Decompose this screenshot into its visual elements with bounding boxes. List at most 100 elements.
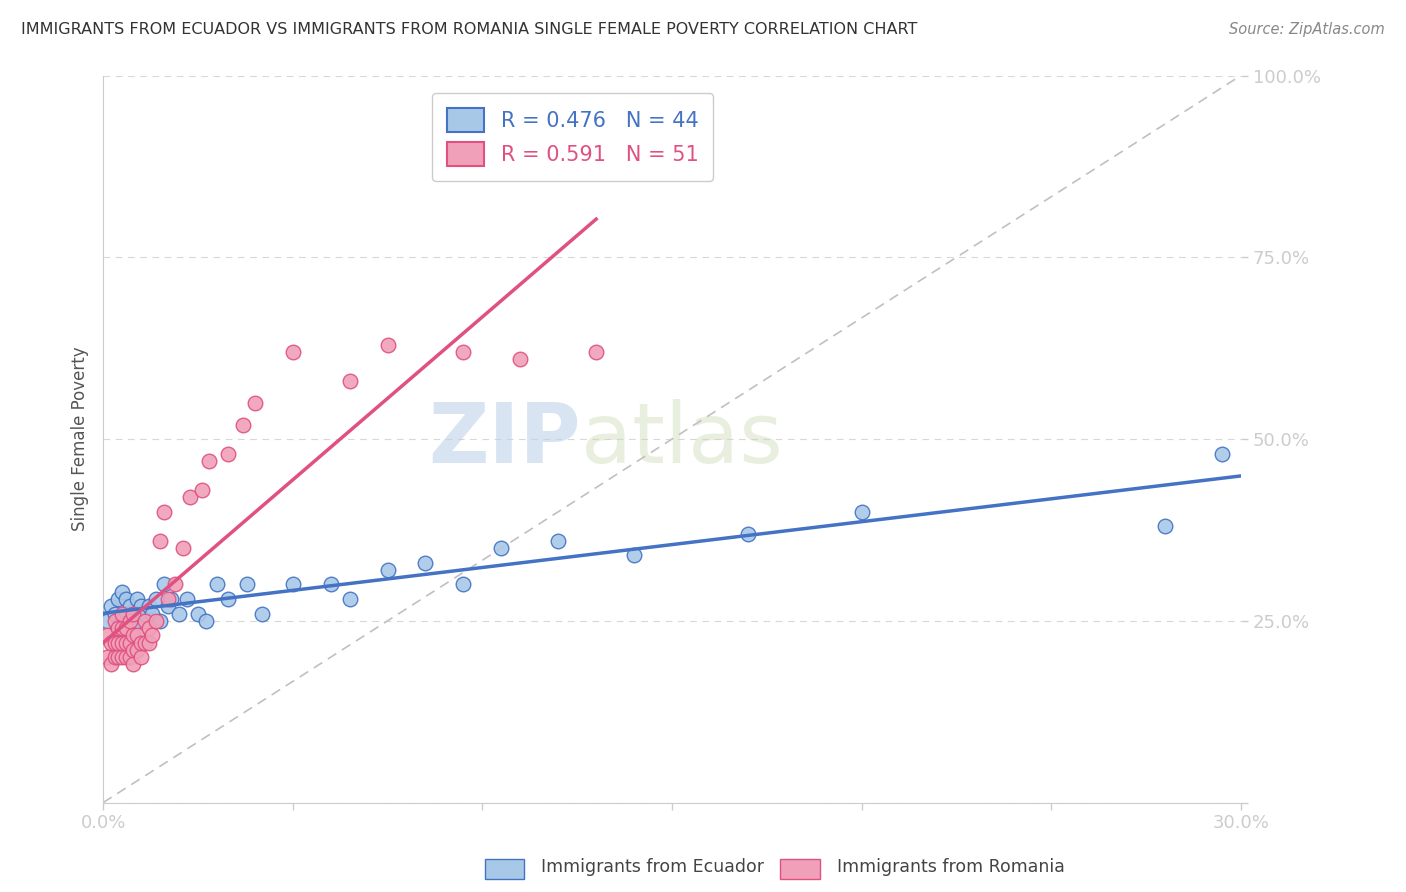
Point	[118, 599, 141, 614]
Point	[138, 599, 160, 614]
Point	[232, 417, 254, 432]
Point	[176, 592, 198, 607]
Point	[127, 592, 149, 607]
Point	[339, 592, 361, 607]
Legend: R = 0.476   N = 44, R = 0.591   N = 51: R = 0.476 N = 44, R = 0.591 N = 51	[432, 93, 713, 181]
Point	[145, 614, 167, 628]
Point	[141, 607, 163, 621]
Point	[129, 650, 152, 665]
Text: IMMIGRANTS FROM ECUADOR VS IMMIGRANTS FROM ROMANIA SINGLE FEMALE POVERTY CORRELA: IMMIGRANTS FROM ECUADOR VS IMMIGRANTS FR…	[21, 22, 918, 37]
Point	[103, 650, 125, 665]
Point	[187, 607, 209, 621]
Point	[127, 614, 149, 628]
Point	[134, 607, 156, 621]
Point	[1154, 519, 1177, 533]
Point	[281, 577, 304, 591]
Point	[205, 577, 228, 591]
Point	[281, 344, 304, 359]
Point	[118, 635, 141, 649]
Point	[145, 592, 167, 607]
Point	[103, 607, 125, 621]
Point	[122, 657, 145, 672]
Point	[851, 505, 873, 519]
Point	[165, 577, 187, 591]
Point	[319, 577, 342, 591]
Point	[111, 607, 134, 621]
Point	[100, 657, 122, 672]
Point	[100, 635, 122, 649]
Point	[138, 635, 160, 649]
Point	[141, 628, 163, 642]
Point	[149, 614, 172, 628]
Point	[115, 635, 138, 649]
Point	[127, 643, 149, 657]
Y-axis label: Single Female Poverty: Single Female Poverty	[72, 347, 89, 532]
Point	[115, 621, 138, 635]
Point	[115, 592, 138, 607]
Point	[149, 533, 172, 548]
Point	[236, 577, 259, 591]
Point	[118, 614, 141, 628]
Point	[509, 352, 531, 367]
Point	[115, 650, 138, 665]
Point	[107, 621, 129, 635]
Point	[127, 628, 149, 642]
Point	[115, 607, 138, 621]
Point	[111, 584, 134, 599]
Point	[156, 592, 179, 607]
Point	[96, 650, 118, 665]
Point	[107, 621, 129, 635]
Point	[179, 490, 201, 504]
Point	[111, 635, 134, 649]
Point	[129, 635, 152, 649]
Point	[172, 541, 194, 555]
Point	[122, 607, 145, 621]
Point	[160, 592, 183, 607]
Point	[167, 607, 190, 621]
Point	[1211, 447, 1233, 461]
Point	[96, 614, 118, 628]
Point	[122, 607, 145, 621]
Point	[243, 395, 266, 409]
Point	[129, 599, 152, 614]
Text: atlas: atlas	[581, 399, 783, 480]
Point	[217, 447, 239, 461]
Point	[737, 526, 759, 541]
Point	[153, 577, 176, 591]
Point	[377, 337, 399, 351]
Point	[100, 599, 122, 614]
Point	[107, 650, 129, 665]
Point	[217, 592, 239, 607]
Point	[453, 344, 475, 359]
Point	[122, 628, 145, 642]
Text: Source: ZipAtlas.com: Source: ZipAtlas.com	[1229, 22, 1385, 37]
Point	[623, 549, 645, 563]
Point	[134, 614, 156, 628]
Point	[118, 614, 141, 628]
Point	[198, 454, 221, 468]
Point	[339, 374, 361, 388]
Text: ZIP: ZIP	[429, 399, 581, 480]
Text: Immigrants from Romania: Immigrants from Romania	[837, 858, 1064, 876]
Point	[453, 577, 475, 591]
Point	[107, 592, 129, 607]
Point	[96, 628, 118, 642]
Point	[252, 607, 274, 621]
Point	[107, 635, 129, 649]
Point	[491, 541, 513, 555]
Point	[111, 621, 134, 635]
Point	[118, 650, 141, 665]
Point	[134, 635, 156, 649]
Point	[122, 643, 145, 657]
Point	[156, 599, 179, 614]
Point	[547, 533, 569, 548]
Point	[153, 505, 176, 519]
Point	[415, 556, 437, 570]
Point	[377, 563, 399, 577]
Point	[585, 344, 607, 359]
Point	[103, 614, 125, 628]
Text: Immigrants from Ecuador: Immigrants from Ecuador	[541, 858, 765, 876]
Point	[138, 621, 160, 635]
Point	[194, 614, 217, 628]
Point	[111, 650, 134, 665]
